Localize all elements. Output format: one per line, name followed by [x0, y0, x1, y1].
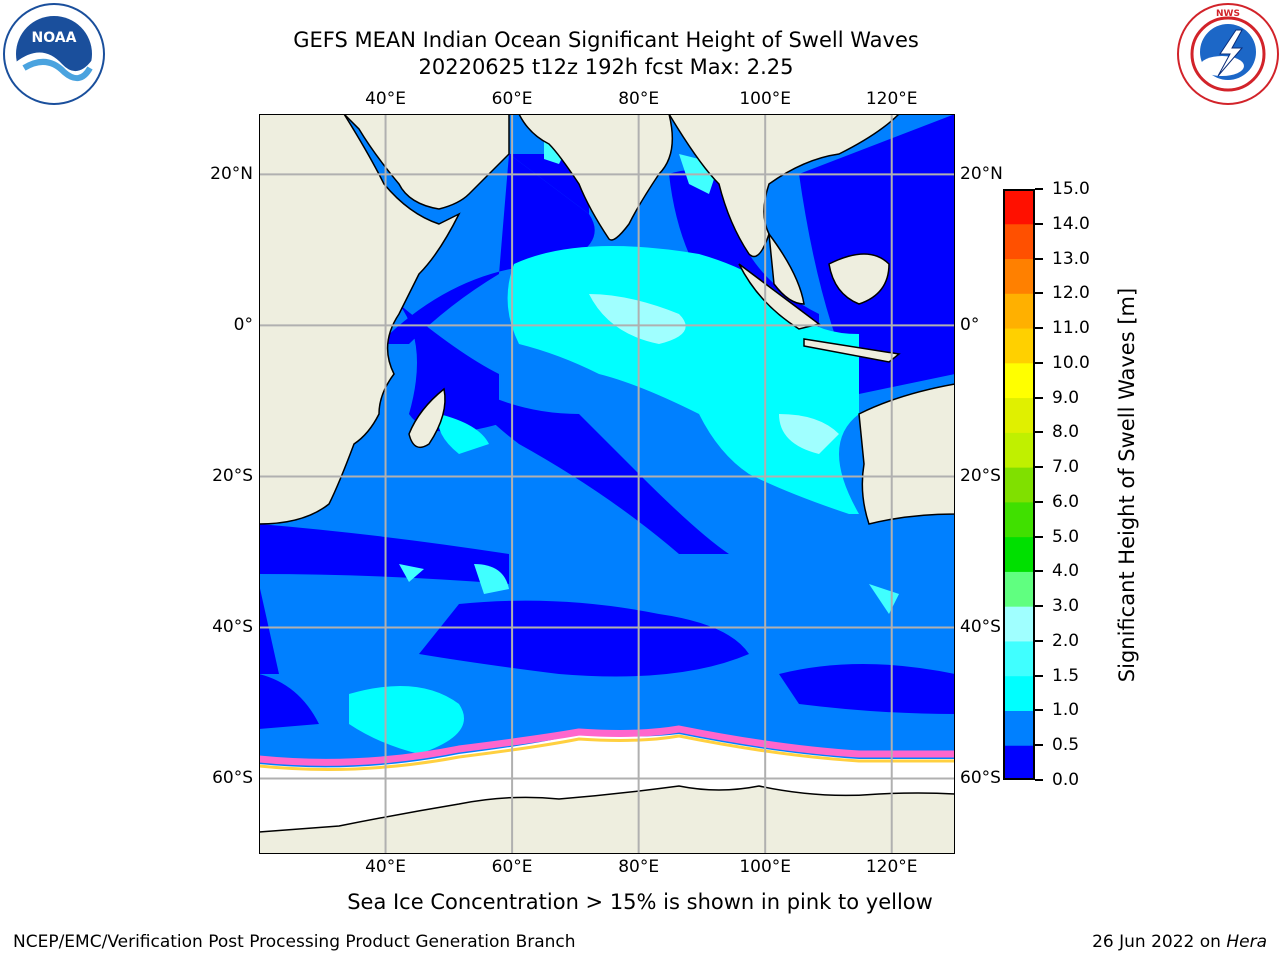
footer-host: Hera	[1226, 932, 1267, 952]
colorbar-tick-label: 5.0	[1052, 526, 1080, 547]
colorbar-segment	[1003, 328, 1035, 364]
footer-credit: NCEP/EMC/Verification Post Processing Pr…	[13, 932, 576, 952]
colorbar-frame	[1003, 189, 1035, 780]
colorbar-tick-label: 0.0	[1052, 770, 1080, 790]
colorbar-tick-mark	[1035, 292, 1043, 295]
latitude-label-right: 20°S	[960, 466, 1001, 487]
svg-text:NWS: NWS	[1216, 9, 1240, 19]
colorbar-segment	[1003, 640, 1035, 677]
colorbar-segment	[1003, 710, 1035, 746]
colorbar-segment	[1003, 745, 1035, 780]
colorbar-label: Significant Height of Swell Waves [m]	[1115, 287, 1139, 683]
longitude-label-top: 60°E	[491, 89, 533, 109]
colorbar-tick-mark	[1035, 327, 1043, 330]
colorbar-segment	[1003, 536, 1035, 572]
latitude-label-left: 0°	[233, 315, 253, 336]
latitude-label-left: 40°S	[212, 617, 253, 638]
nws-logo-icon: NWS	[1177, 3, 1279, 105]
colorbar-tick-label: 2.0	[1052, 630, 1080, 651]
colorbar-segment	[1003, 258, 1035, 294]
colorbar-segment	[1003, 571, 1035, 607]
colorbar-tick-label: 1.5	[1052, 665, 1080, 686]
colorbar-tick-mark	[1035, 639, 1043, 642]
colorbar-tick-label: 7.0	[1052, 457, 1080, 478]
colorbar-segment	[1003, 432, 1035, 468]
colorbar-tick-label: 13.0	[1052, 248, 1090, 269]
footer-date: 26 Jun 2022 on Hera	[1092, 932, 1267, 952]
colorbar-tick-label: 6.0	[1052, 491, 1080, 512]
colorbar-segment	[1003, 397, 1035, 433]
colorbar-tick-mark	[1035, 431, 1043, 434]
colorbar-tick-label: 11.0	[1052, 318, 1090, 339]
longitude-label-top: 100°E	[739, 89, 792, 109]
longitude-label-bottom: 40°E	[365, 857, 406, 877]
latitude-label-left: 60°S	[212, 768, 253, 789]
colorbar-tick-mark	[1035, 535, 1043, 538]
colorbar-tick-mark	[1035, 605, 1043, 608]
colorbar-segment	[1003, 675, 1035, 711]
colorbar-segment	[1003, 362, 1035, 399]
longitude-label-bottom: 120°E	[865, 857, 918, 877]
noaa-logo-icon: NOAA	[3, 3, 105, 105]
colorbar-tick-mark	[1035, 361, 1043, 364]
colorbar-tick-label: 14.0	[1052, 213, 1090, 234]
colorbar-tick-mark	[1035, 257, 1043, 260]
colorbar	[1003, 189, 1035, 780]
longitude-label-bottom: 60°E	[491, 857, 533, 877]
longitude-label-top: 120°E	[865, 89, 918, 109]
colorbar-tick-label: 3.0	[1052, 596, 1080, 617]
colorbar-tick-label: 10.0	[1052, 352, 1090, 373]
colorbar-tick-label: 4.0	[1052, 561, 1080, 582]
colorbar-tick-label: 8.0	[1052, 422, 1080, 443]
map-subtitle: 20220625 t12z 192h fcst Max: 2.25	[418, 55, 794, 79]
svg-text:NOAA: NOAA	[32, 30, 77, 46]
colorbar-tick-label: 12.0	[1052, 283, 1090, 304]
footer-date-text: 26 Jun 2022 on	[1092, 932, 1227, 952]
colorbar-tick-label: 9.0	[1052, 387, 1080, 408]
colorbar-tick-mark	[1035, 500, 1043, 503]
colorbar-tick-mark	[1035, 779, 1043, 781]
swell-height-map	[259, 114, 955, 854]
latitude-label-right: 60°S	[960, 768, 1001, 789]
colorbar-tick-label: 1.0	[1052, 700, 1080, 721]
colorbar-tick-mark	[1035, 674, 1043, 677]
longitude-label-top: 80°E	[618, 89, 660, 109]
longitude-label-bottom: 80°E	[618, 857, 660, 877]
colorbar-tick-mark	[1035, 709, 1043, 712]
colorbar-segment	[1003, 223, 1035, 260]
latitude-label-left: 20°N	[210, 164, 253, 185]
colorbar-tick-mark	[1035, 396, 1043, 399]
colorbar-tick-mark	[1035, 188, 1043, 190]
longitude-label-top: 40°E	[365, 89, 406, 109]
colorbar-segment	[1003, 467, 1035, 503]
colorbar-segment	[1003, 293, 1035, 329]
colorbar-segment	[1003, 189, 1035, 225]
latitude-label-right: 0°	[960, 315, 980, 336]
latitude-label-right: 40°S	[960, 617, 1001, 638]
colorbar-tick-label: 15.0	[1052, 179, 1090, 199]
colorbar-segment	[1003, 501, 1035, 538]
colorbar-tick-mark	[1035, 570, 1043, 573]
sea-ice-caption: Sea Ice Concentration > 15% is shown in …	[347, 890, 933, 914]
latitude-label-right: 20°N	[960, 164, 1003, 185]
longitude-label-bottom: 100°E	[739, 857, 792, 877]
colorbar-tick-mark	[1035, 466, 1043, 469]
latitude-label-left: 20°S	[212, 466, 253, 487]
colorbar-tick-label: 0.5	[1052, 735, 1080, 756]
colorbar-tick-mark	[1035, 744, 1043, 747]
map-title: GEFS MEAN Indian Ocean Significant Heigh…	[293, 28, 919, 52]
colorbar-tick-mark	[1035, 222, 1043, 225]
colorbar-segment	[1003, 606, 1035, 642]
